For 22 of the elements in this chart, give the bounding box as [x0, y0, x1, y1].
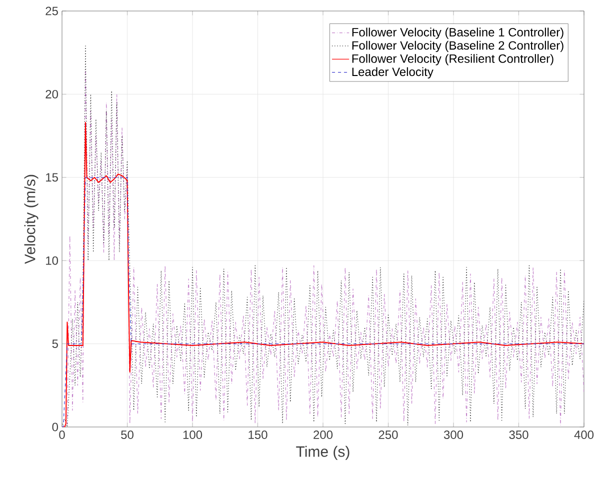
x-tick-label: 50 [121, 430, 134, 440]
y-tick-label: 0 [52, 422, 58, 432]
line-series [62, 177, 584, 427]
x-tick-label: 100 [183, 430, 202, 440]
legend-label: Leader Velocity [352, 67, 434, 78]
legend-label: Follower Velocity (Baseline 2 Controller) [352, 40, 564, 52]
x-axis-title: Time (s) [296, 446, 350, 460]
y-tick-label: 20 [46, 90, 58, 98]
y-axis-title: Velocity (m/s) [24, 174, 38, 264]
x-tick-label: 400 [574, 430, 594, 440]
x-tick-label: 200 [314, 430, 333, 440]
y-tick-label: 25 [46, 6, 58, 16]
x-tick-label: 250 [378, 430, 398, 440]
legend-label: Follower Velocity (Baseline 1 Controller) [352, 28, 564, 39]
y-tick-label: 15 [46, 173, 58, 182]
x-tick-label: 350 [509, 430, 528, 440]
legend-label: Follower Velocity (Resilient Controller) [352, 54, 554, 66]
x-tick-label: 300 [444, 430, 464, 440]
y-tick-label: 10 [46, 256, 58, 265]
y-tick-label: 5 [52, 340, 58, 348]
x-tick-label: 0 [59, 430, 65, 440]
x-tick-label: 150 [248, 430, 268, 440]
